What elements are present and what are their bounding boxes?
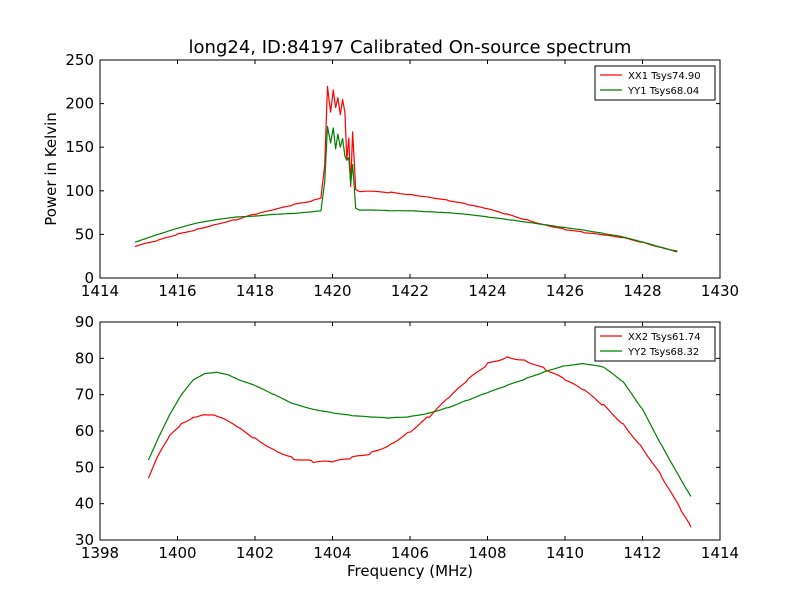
y-tick-label: 100 (65, 182, 94, 200)
x-tick-label: 1404 (313, 544, 351, 562)
x-tick-label: 1402 (236, 544, 274, 562)
legend: XX1 Tsys74.90 YY1 Tsys68.04 (594, 65, 716, 101)
y-tick-label: 0 (84, 269, 94, 287)
x-tick-label: 1406 (391, 544, 429, 562)
y-tick-label: 90 (75, 313, 94, 331)
x-tick-label: 1400 (158, 544, 196, 562)
y-tick-label: 250 (65, 51, 94, 69)
x-tick-label: 1416 (158, 282, 196, 300)
x-tick-label: 1422 (391, 282, 429, 300)
x-tick-label: 1414 (81, 282, 119, 300)
y-tick-label: 40 (75, 495, 94, 513)
series-line-1-2 (134, 125, 678, 253)
subplot-2: 1398 1400 1402 1404 1406 1408 1410 1412 1414 30 40… (75, 313, 739, 580)
y-tick-label: 150 (65, 138, 94, 156)
legend-box (594, 326, 716, 362)
series-line-2-1 (147, 356, 692, 528)
series-line-2-2 (147, 362, 692, 497)
x-tick-label: 1410 (546, 544, 584, 562)
chart-title: long24, ID:84197 Calibrated On-source sp… (189, 37, 632, 58)
x-tick-label: 1408 (468, 544, 506, 562)
series-line-1-1 (134, 85, 678, 252)
legend-label: YY1 Tsys68.04 (627, 86, 699, 97)
x-tick-label: 1414 (701, 544, 739, 562)
y-tick-label: 50 (75, 225, 94, 243)
y-tick-label: 200 (65, 95, 94, 113)
x-tick-label: 1418 (236, 282, 274, 300)
legend-box (594, 65, 716, 101)
legend: XX2 Tsys61.74 YY2 Tsys68.32 (594, 326, 716, 362)
x-tick-label: 1430 (701, 282, 739, 300)
y-tick-label: 30 (75, 531, 94, 549)
x-tick-label: 1420 (313, 282, 351, 300)
legend-label: XX1 Tsys74.90 (628, 71, 701, 82)
y-tick-label: 70 (75, 386, 94, 404)
x-axis-label: Frequency (MHz) (347, 562, 473, 580)
x-tick-label: 1428 (623, 282, 661, 300)
y-tick-label: 60 (75, 422, 94, 440)
subplot-1: 1414 1416 1418 1420 1422 1424 1426 1428 1430 0 50 1… (42, 51, 739, 300)
y-tick-label: 50 (75, 458, 94, 476)
legend-label: XX2 Tsys61.74 (628, 332, 701, 343)
x-tick-label: 1398 (81, 544, 119, 562)
x-tick-label: 1426 (546, 282, 584, 300)
plot-area: 1414 1416 1418 1420 1422 1424 1426 1428 14300501… (42, 51, 739, 580)
y-tick-label: 80 (75, 349, 94, 367)
legend-label: YY2 Tsys68.32 (627, 347, 699, 358)
y-axis-label: Power in Kelvin (42, 112, 60, 226)
x-tick-label: 1424 (468, 282, 506, 300)
x-tick-label: 1412 (623, 544, 661, 562)
